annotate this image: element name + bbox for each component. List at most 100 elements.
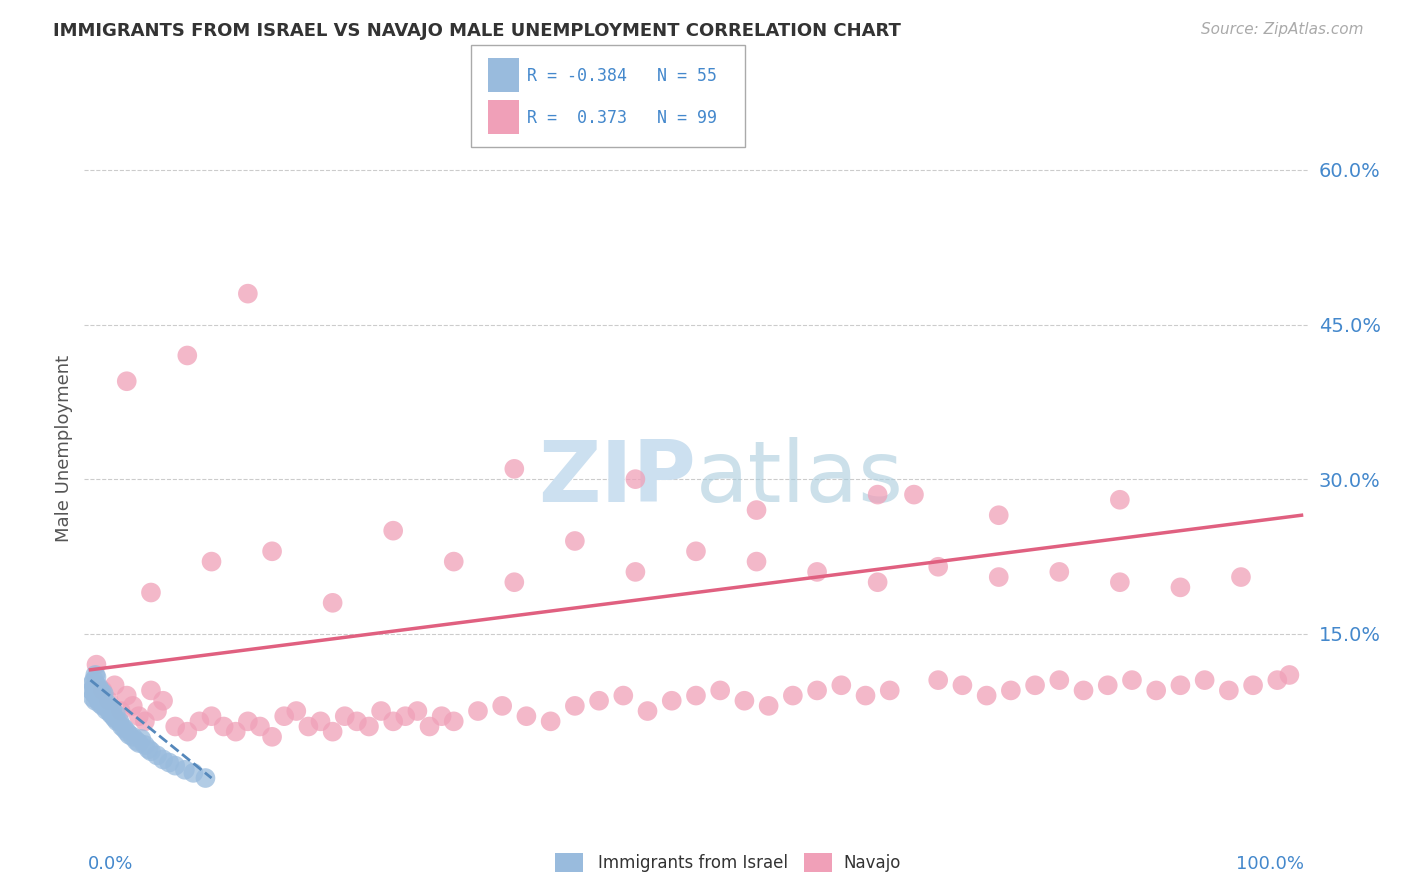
Point: [745, 503, 768, 517]
Point: [309, 714, 332, 729]
Point: [249, 719, 271, 733]
Point: [806, 683, 828, 698]
Point: [866, 487, 889, 501]
Point: [84, 694, 107, 708]
Point: [733, 694, 755, 708]
Point: [96, 703, 118, 717]
Point: [588, 694, 610, 708]
Point: [91, 690, 114, 705]
Point: [212, 719, 235, 733]
Point: [443, 714, 465, 729]
Point: [165, 758, 187, 772]
Point: [86, 690, 108, 705]
Point: [1144, 683, 1167, 698]
Point: [82, 676, 104, 690]
Point: [103, 709, 125, 723]
Point: [903, 487, 925, 501]
Point: [927, 673, 949, 687]
Point: [855, 689, 877, 703]
Point: [183, 765, 205, 780]
Point: [194, 771, 217, 785]
Point: [1170, 678, 1192, 692]
Point: [139, 683, 162, 698]
Point: [84, 682, 107, 697]
Point: [262, 544, 284, 558]
Point: [83, 686, 105, 700]
Point: [90, 692, 112, 706]
Point: [134, 738, 156, 752]
Point: [866, 575, 889, 590]
Point: [987, 508, 1010, 523]
Point: [138, 742, 160, 756]
Point: [139, 744, 162, 758]
Point: [987, 570, 1010, 584]
Point: [503, 462, 526, 476]
Point: [624, 565, 647, 579]
Point: [322, 724, 344, 739]
Point: [879, 683, 901, 698]
Point: [540, 714, 562, 729]
Point: [394, 709, 416, 723]
Point: [273, 709, 295, 723]
Point: [952, 678, 974, 692]
Point: [709, 683, 731, 698]
Point: [146, 704, 169, 718]
Point: [564, 533, 586, 548]
Text: R = -0.384   N = 55: R = -0.384 N = 55: [527, 67, 717, 85]
Point: [637, 704, 659, 718]
Point: [225, 724, 247, 739]
Point: [758, 698, 780, 713]
Point: [1108, 575, 1130, 590]
Point: [685, 689, 707, 703]
Text: 0.0%: 0.0%: [89, 855, 134, 873]
Point: [86, 657, 108, 672]
Point: [564, 698, 586, 713]
Point: [86, 689, 108, 703]
Point: [1108, 492, 1130, 507]
Point: [685, 544, 707, 558]
Point: [87, 686, 110, 700]
Point: [418, 719, 440, 733]
Point: [1241, 678, 1264, 692]
Point: [94, 698, 117, 713]
Point: [80, 683, 103, 698]
Point: [97, 694, 120, 708]
Point: [830, 678, 852, 692]
Point: [82, 690, 104, 705]
Point: [157, 756, 180, 770]
Point: [406, 704, 429, 718]
Point: [128, 736, 150, 750]
Point: [188, 714, 211, 729]
Point: [110, 704, 132, 718]
Point: [624, 472, 647, 486]
Point: [443, 555, 465, 569]
Point: [93, 686, 115, 700]
Point: [200, 555, 222, 569]
Point: [125, 734, 148, 748]
Point: [101, 703, 124, 717]
Point: [1047, 673, 1070, 687]
Point: [152, 694, 174, 708]
Point: [165, 719, 187, 733]
Point: [927, 559, 949, 574]
Point: [661, 694, 683, 708]
Point: [236, 714, 259, 729]
Point: [430, 709, 453, 723]
Point: [370, 704, 392, 718]
Point: [1170, 580, 1192, 594]
Point: [104, 678, 127, 692]
Point: [515, 709, 537, 723]
Point: [1265, 673, 1288, 687]
Text: 100.0%: 100.0%: [1236, 855, 1303, 873]
Point: [89, 689, 111, 703]
Point: [129, 731, 152, 746]
Point: [86, 678, 108, 692]
Point: [322, 596, 344, 610]
Point: [112, 722, 135, 736]
Point: [91, 698, 114, 713]
Text: IMMIGRANTS FROM ISRAEL VS NAVAJO MALE UNEMPLOYMENT CORRELATION CHART: IMMIGRANTS FROM ISRAEL VS NAVAJO MALE UN…: [53, 22, 901, 40]
Point: [111, 719, 134, 733]
Point: [782, 689, 804, 703]
Point: [612, 689, 634, 703]
Point: [104, 707, 127, 722]
